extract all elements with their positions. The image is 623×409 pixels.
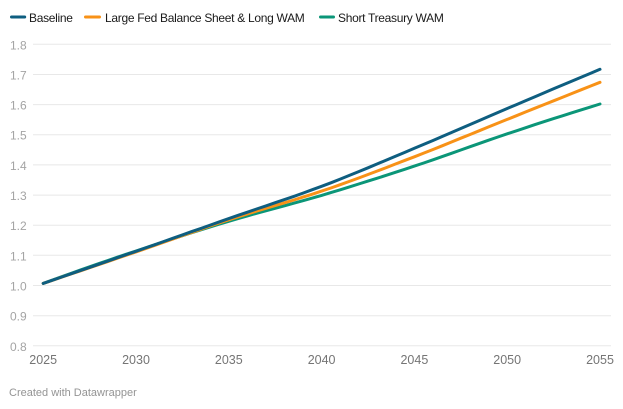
svg-text:1.1: 1.1 bbox=[10, 249, 27, 263]
svg-text:2025: 2025 bbox=[29, 353, 57, 367]
svg-text:2040: 2040 bbox=[308, 353, 336, 367]
svg-text:2030: 2030 bbox=[122, 353, 150, 367]
svg-text:2045: 2045 bbox=[400, 353, 428, 367]
svg-text:1.4: 1.4 bbox=[10, 159, 27, 173]
svg-text:Short Treasury WAM: Short Treasury WAM bbox=[338, 11, 444, 25]
svg-text:1.8: 1.8 bbox=[10, 38, 27, 52]
svg-text:1.2: 1.2 bbox=[10, 219, 27, 233]
svg-text:1.0: 1.0 bbox=[10, 280, 27, 294]
svg-text:1.6: 1.6 bbox=[10, 99, 27, 113]
svg-text:2035: 2035 bbox=[215, 353, 243, 367]
svg-text:Large Fed Balance Sheet & Long: Large Fed Balance Sheet & Long WAM bbox=[105, 11, 305, 25]
svg-text:1.7: 1.7 bbox=[10, 69, 27, 83]
svg-text:Created with Datawrapper: Created with Datawrapper bbox=[9, 387, 137, 399]
svg-text:Baseline: Baseline bbox=[29, 11, 73, 25]
svg-text:1.3: 1.3 bbox=[10, 189, 27, 203]
svg-text:1.5: 1.5 bbox=[10, 129, 27, 143]
svg-text:0.9: 0.9 bbox=[10, 310, 27, 324]
svg-text:2055: 2055 bbox=[586, 353, 614, 367]
svg-text:0.8: 0.8 bbox=[10, 340, 27, 354]
svg-text:2050: 2050 bbox=[493, 353, 521, 367]
